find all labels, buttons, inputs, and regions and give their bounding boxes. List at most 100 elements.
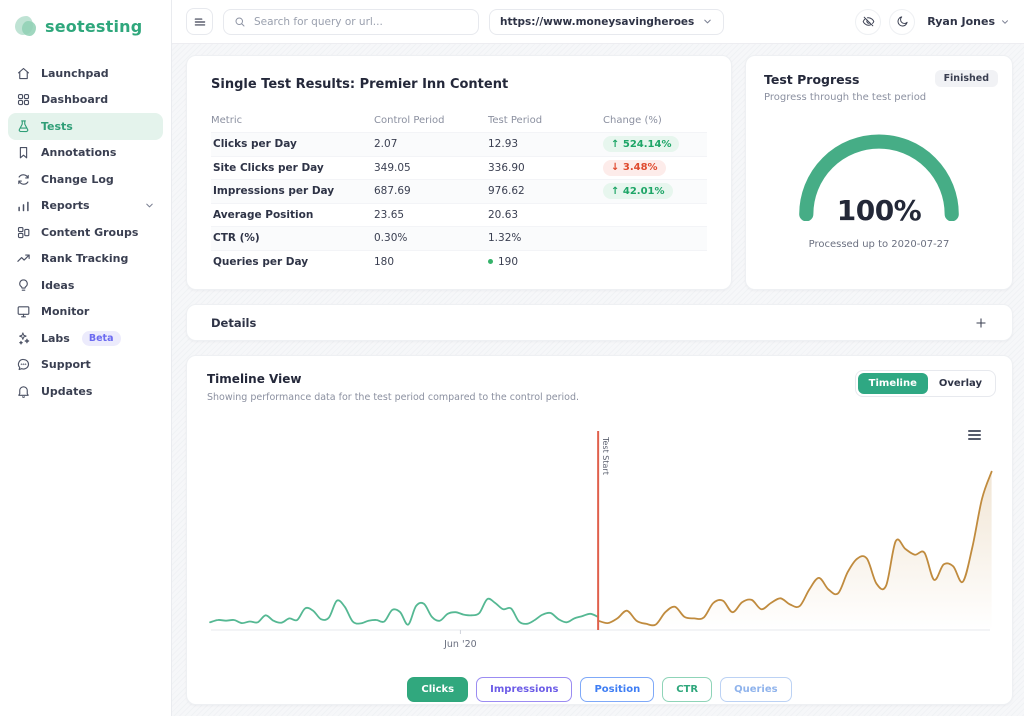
home-icon xyxy=(17,67,30,79)
change-cell: ↑ 42.01% xyxy=(603,183,707,200)
sidebar-item-content-groups[interactable]: Content Groups xyxy=(8,219,163,246)
test-cell: 12.93 xyxy=(488,138,519,151)
toggle-timeline[interactable]: Timeline xyxy=(857,373,928,394)
sidebar-item-label: Annotations xyxy=(41,146,117,160)
progress-gauge: 100% xyxy=(794,131,964,227)
sidebar-item-label: Updates xyxy=(41,384,93,398)
sidebar: seotesting Launchpad Dashboard Tests Ann… xyxy=(0,0,172,716)
metric-button-ctr[interactable]: CTR xyxy=(662,677,713,702)
bookmark-icon xyxy=(19,147,28,159)
brand-logo[interactable]: seotesting xyxy=(0,0,171,52)
sidebar-item-label: Dashboard xyxy=(41,93,109,107)
sidebar-item-change-log[interactable]: Change Log xyxy=(8,166,163,193)
user-menu[interactable]: Ryan Jones xyxy=(923,15,1010,28)
sidebar-item-reports[interactable]: Reports xyxy=(8,193,163,220)
change-cell: ↑ 524.14% xyxy=(603,136,707,153)
beta-badge: Beta xyxy=(81,330,121,346)
sidebar-item-label: Launchpad xyxy=(41,66,109,80)
metric-cell: Queries per Day xyxy=(213,255,309,268)
lightbulb-icon xyxy=(19,279,28,291)
search-input[interactable] xyxy=(254,15,468,28)
metric-button-impressions[interactable]: Impressions xyxy=(476,677,573,702)
hide-data-button[interactable] xyxy=(855,8,882,35)
details-accordion[interactable]: Details xyxy=(186,304,1013,341)
change-badge-up: ↑ 42.01% xyxy=(603,183,673,200)
bar-chart-icon xyxy=(18,201,29,212)
table-row: Site Clicks per Day 349.05 336.90 ↓ 3.48% xyxy=(211,155,707,180)
metric-cell: Clicks per Day xyxy=(213,138,297,151)
chat-icon xyxy=(17,359,29,371)
test-cell: 976.62 xyxy=(488,185,525,198)
sidebar-item-label: Change Log xyxy=(41,172,114,186)
details-title: Details xyxy=(211,315,257,330)
sidebar-item-monitor[interactable]: Monitor xyxy=(8,299,163,326)
search-box[interactable] xyxy=(223,8,479,35)
domain-selector[interactable]: https://www.moneysavingheroes xyxy=(489,8,725,35)
brand-logo-icon xyxy=(14,14,38,38)
timeline-title: Timeline View xyxy=(207,372,302,386)
sidebar-item-labs[interactable]: Labs Beta xyxy=(8,325,163,352)
brand-name: seotesting xyxy=(45,16,143,36)
table-row: Queries per Day 180 190 xyxy=(211,249,707,274)
sidebar-item-annotations[interactable]: Annotations xyxy=(8,140,163,167)
sidebar-item-dashboard[interactable]: Dashboard xyxy=(8,87,163,114)
sidebar-item-label: Labs xyxy=(41,331,70,345)
metric-button-position[interactable]: Position xyxy=(580,677,655,702)
test-start-label: Test Start xyxy=(601,436,610,475)
metric-cell: CTR (%) xyxy=(213,232,260,245)
sidebar-item-label: Content Groups xyxy=(41,225,139,239)
progress-subtitle: Progress through the test period xyxy=(764,92,927,103)
sidebar-item-label: Monitor xyxy=(41,305,90,319)
main-content: Single Test Results: Premier Inn Content… xyxy=(172,44,1024,716)
topbar: https://www.moneysavingheroes Ryan Jones xyxy=(172,0,1024,44)
chevron-down-icon xyxy=(1002,19,1008,24)
chart-menu-icon[interactable] xyxy=(965,425,984,445)
sidebar-item-ideas[interactable]: Ideas xyxy=(8,272,163,299)
moon-icon xyxy=(897,16,908,27)
flask-icon xyxy=(18,120,29,132)
progress-value: 100% xyxy=(836,194,922,227)
test-cell: 336.90 xyxy=(488,161,525,174)
test-progress-card: Test Progress Finished Progress through … xyxy=(745,55,1013,290)
metric-cell: Site Clicks per Day xyxy=(213,161,324,174)
control-cell: 687.69 xyxy=(374,185,411,198)
results-table-header: Metric Control Period Test Period Change… xyxy=(211,108,707,132)
sidebar-item-tests[interactable]: Tests xyxy=(8,113,163,140)
processed-up-to: Processed up to 2020-07-27 xyxy=(808,239,950,250)
results-title: Single Test Results: Premier Inn Content xyxy=(211,77,509,92)
layout-icon xyxy=(17,226,30,238)
metric-button-clicks[interactable]: Clicks xyxy=(407,677,469,702)
gauge-arc xyxy=(799,134,959,221)
metric-cell: Impressions per Day xyxy=(213,185,335,198)
metric-buttons: Clicks Impressions Position CTR Queries xyxy=(207,667,992,702)
sidebar-item-label: Support xyxy=(41,358,91,372)
chevron-down-icon xyxy=(704,19,712,24)
control-cell: 0.30% xyxy=(374,232,408,245)
table-row: CTR (%) 0.30% 1.32% xyxy=(211,226,707,250)
metric-button-queries[interactable]: Queries xyxy=(720,677,792,702)
sidebar-item-rank-tracking[interactable]: Rank Tracking xyxy=(8,246,163,273)
toggle-overlay[interactable]: Overlay xyxy=(938,378,982,389)
results-table: Metric Control Period Test Period Change… xyxy=(211,108,707,273)
timeline-chart: Jun '20 Test Start xyxy=(207,425,993,667)
change-badge-up: ↑ 524.14% xyxy=(603,136,680,153)
user-name: Ryan Jones xyxy=(927,15,995,28)
column-header: Metric xyxy=(211,114,243,126)
table-row: Impressions per Day 687.69 976.62 ↑ 42.01% xyxy=(211,179,707,203)
dark-mode-button[interactable] xyxy=(889,8,916,35)
sidebar-item-support[interactable]: Support xyxy=(8,352,163,379)
bell-icon xyxy=(18,386,29,398)
sidebar-item-launchpad[interactable]: Launchpad xyxy=(8,60,163,87)
plus-icon xyxy=(976,317,986,328)
metric-cell: Average Position xyxy=(213,208,314,221)
timeline-card: Timeline View Showing performance data f… xyxy=(186,355,1013,705)
timeline-chart-svg: Jun '20 Test Start xyxy=(209,431,993,650)
collapse-sidebar-button[interactable] xyxy=(186,8,213,35)
control-cell: 180 xyxy=(374,255,395,268)
sidebar-item-updates[interactable]: Updates xyxy=(8,378,163,405)
control-cell: 349.05 xyxy=(374,161,411,174)
menu-icon xyxy=(194,18,205,25)
trend-up-icon xyxy=(17,254,30,263)
column-header: Test Period xyxy=(488,114,543,126)
results-card: Single Test Results: Premier Inn Content… xyxy=(186,55,732,290)
